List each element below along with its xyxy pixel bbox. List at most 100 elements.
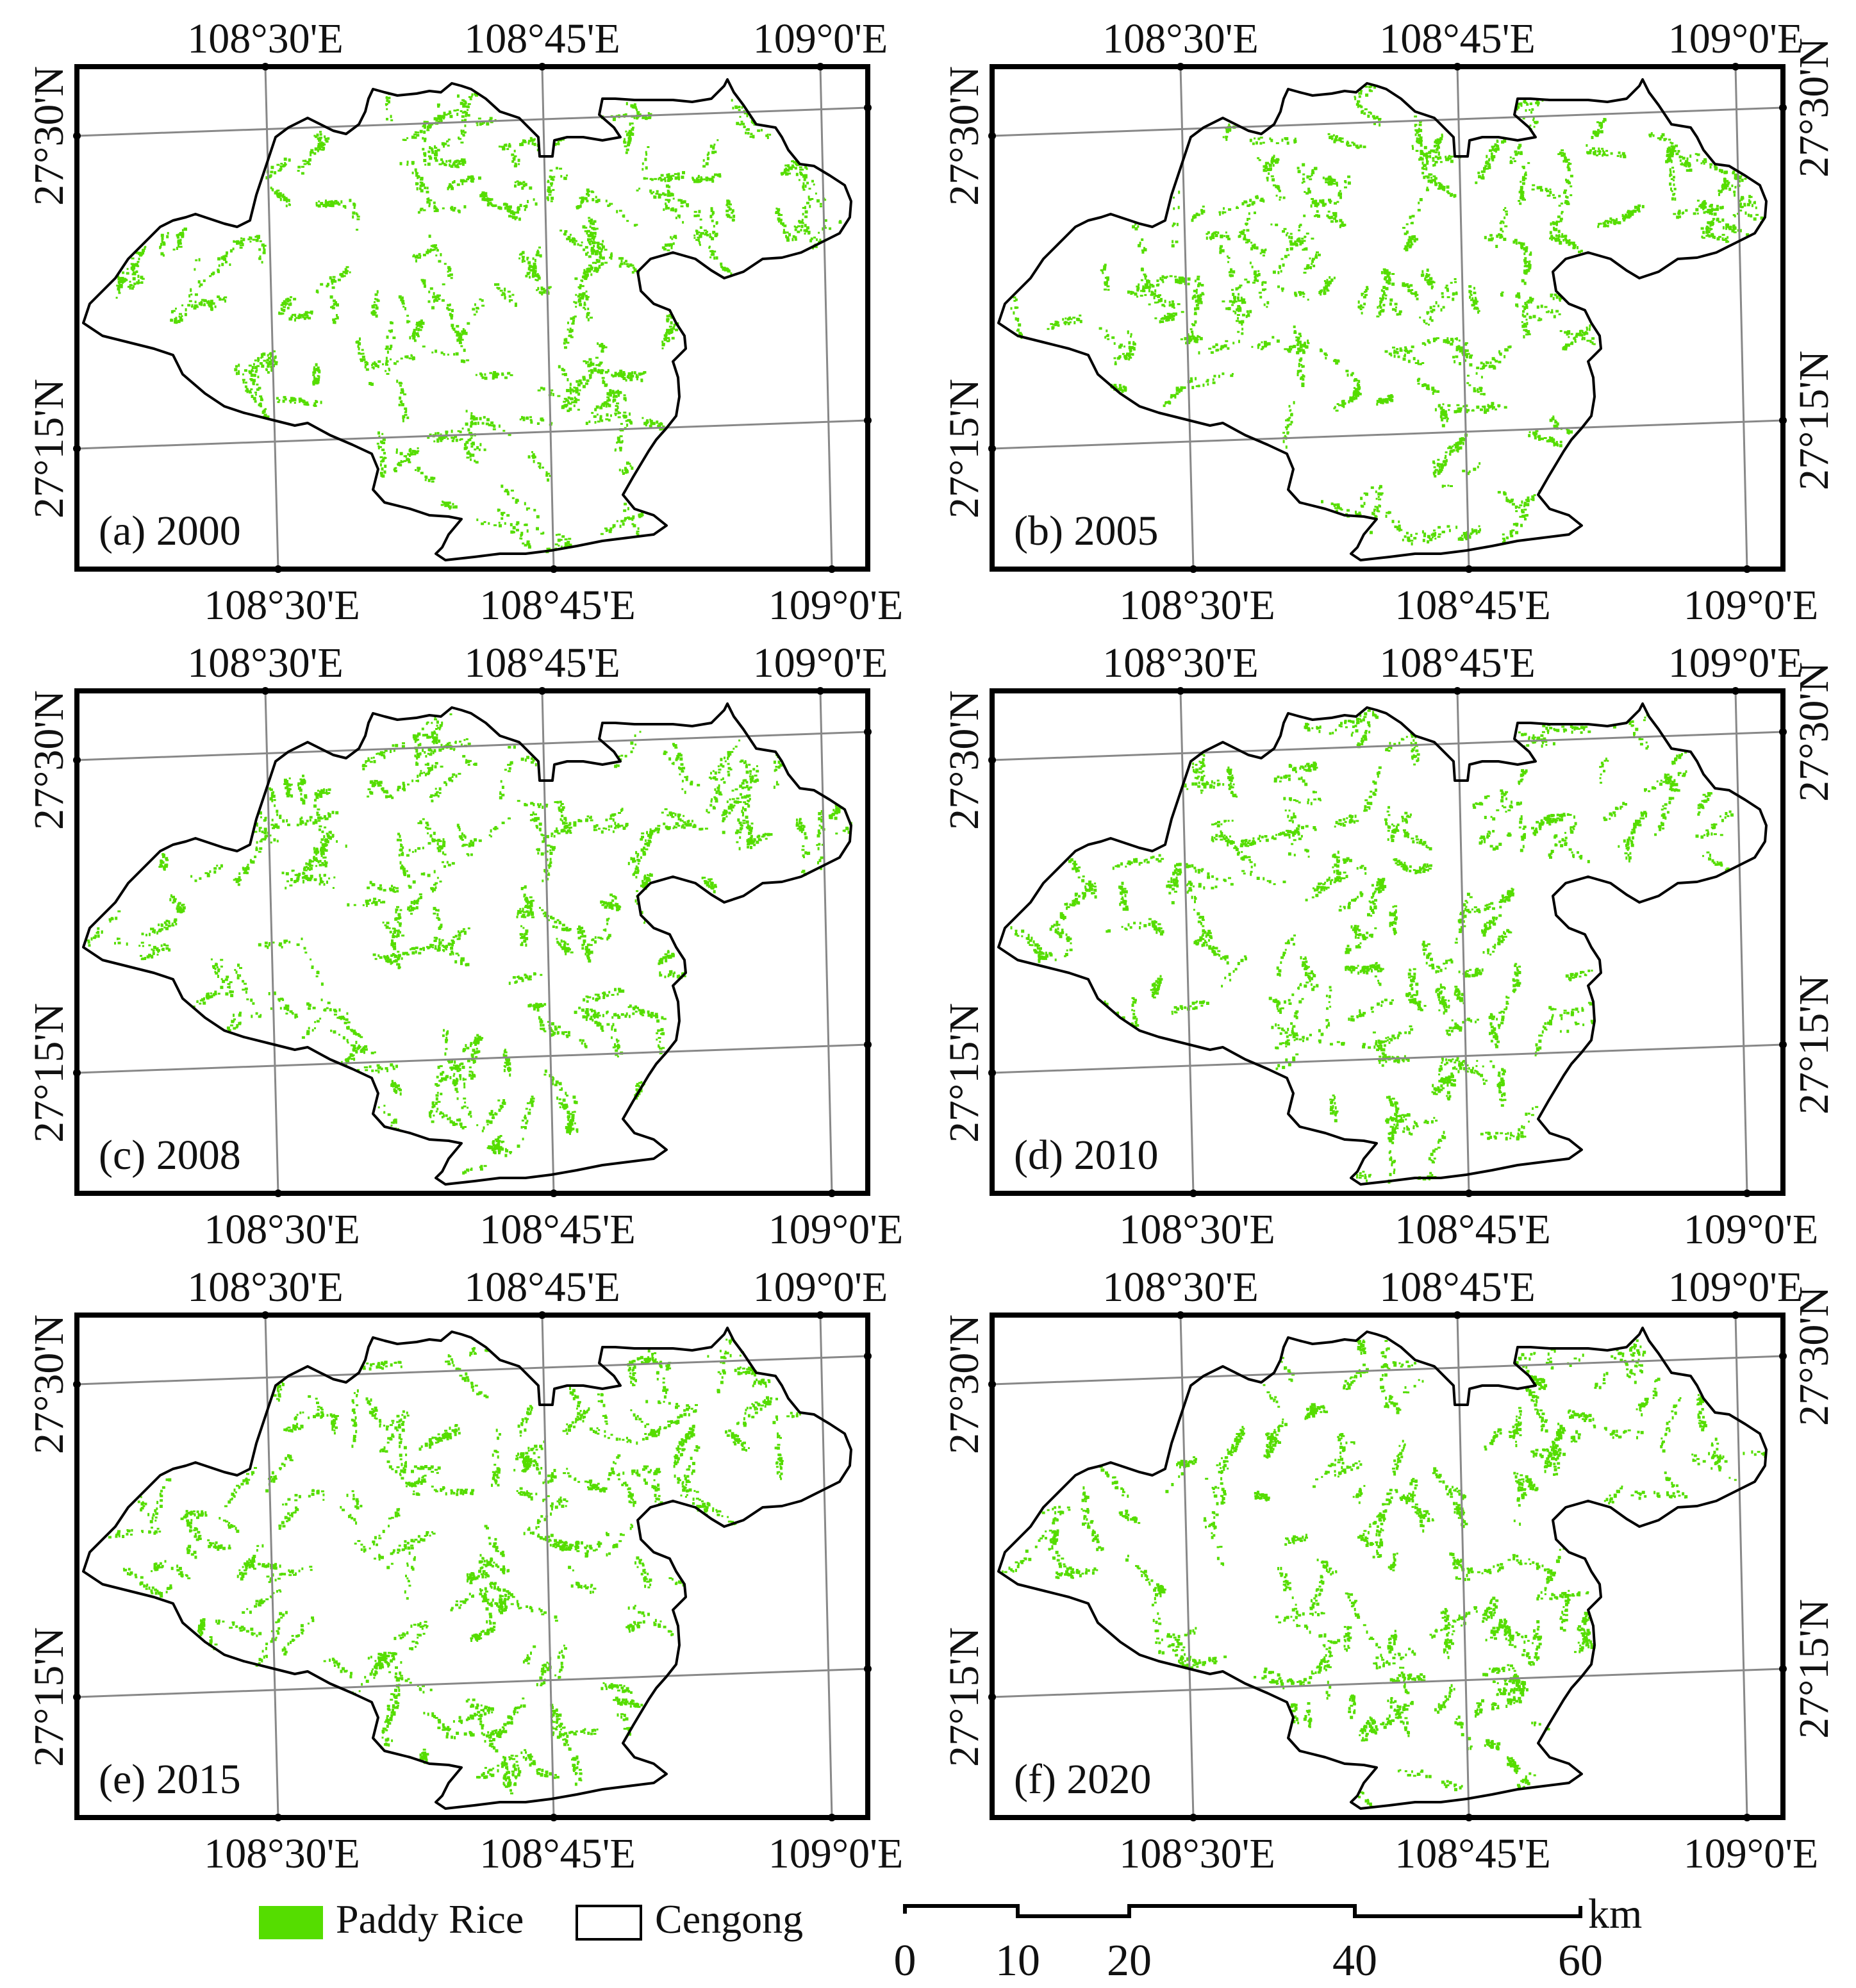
paddy-rice-pixel bbox=[386, 350, 389, 354]
paddy-rice-pixel bbox=[1289, 240, 1293, 243]
paddy-rice-pixel bbox=[1491, 407, 1494, 410]
paddy-rice-pixel bbox=[611, 203, 613, 205]
paddy-rice-pixel bbox=[546, 196, 549, 200]
paddy-rice-pixel bbox=[1306, 175, 1309, 179]
paddy-rice-pixel bbox=[414, 131, 417, 133]
paddy-rice-pixel bbox=[1740, 203, 1743, 206]
paddy-rice-pixel bbox=[1443, 460, 1446, 462]
paddy-rice-pixel bbox=[349, 271, 351, 274]
paddy-rice-pixel bbox=[710, 207, 713, 211]
paddy-rice-pixel bbox=[1407, 238, 1411, 242]
paddy-rice-pixel bbox=[1358, 104, 1362, 108]
paddy-rice-pixel bbox=[217, 257, 221, 261]
paddy-rice-pixel bbox=[666, 318, 669, 322]
paddy-rice-pixel bbox=[466, 456, 470, 459]
paddy-rice-pixel bbox=[802, 188, 806, 191]
paddy-rice-pixel bbox=[645, 178, 649, 180]
paddy-rice-pixel bbox=[1407, 242, 1410, 245]
paddy-rice-pixel bbox=[601, 245, 605, 249]
paddy-rice-pixel bbox=[138, 281, 141, 284]
paddy-rice-pixel bbox=[1544, 306, 1548, 308]
paddy-rice-pixel bbox=[275, 361, 278, 363]
paddy-rice-pixel bbox=[452, 506, 454, 509]
paddy-rice-pixel bbox=[435, 254, 438, 257]
paddy-rice-pixel bbox=[1554, 419, 1557, 422]
paddy-rice-pixel bbox=[1487, 238, 1491, 242]
paddy-rice-pixel bbox=[385, 96, 388, 99]
paddy-rice-pixel bbox=[1130, 349, 1132, 352]
paddy-rice-pixel bbox=[1373, 122, 1376, 126]
paddy-rice-pixel bbox=[386, 99, 389, 103]
paddy-rice-pixel bbox=[1454, 410, 1457, 413]
paddy-rice-pixel bbox=[377, 360, 381, 363]
paddy-rice-pixel bbox=[129, 284, 133, 287]
paddy-rice-pixel bbox=[1364, 108, 1368, 110]
paddy-rice-pixel bbox=[586, 295, 590, 298]
paddy-rice-pixel bbox=[376, 299, 380, 302]
paddy-rice-pixel bbox=[235, 365, 238, 368]
paddy-rice-pixel bbox=[440, 158, 443, 162]
paddy-rice-pixel bbox=[609, 253, 612, 257]
paddy-rice-pixel bbox=[1494, 408, 1497, 411]
paddy-rice-pixel bbox=[1214, 231, 1218, 233]
paddy-rice-pixel bbox=[329, 203, 333, 207]
paddy-rice-pixel bbox=[1302, 374, 1304, 377]
paddy-rice-pixel bbox=[549, 286, 552, 288]
paddy-rice-pixel bbox=[1300, 376, 1304, 379]
paddy-rice-pixel bbox=[1218, 374, 1220, 378]
paddy-rice-pixel bbox=[659, 422, 663, 426]
paddy-rice-pixel bbox=[486, 197, 490, 201]
paddy-rice-pixel bbox=[801, 219, 804, 221]
paddy-rice-pixel bbox=[612, 526, 615, 529]
paddy-rice-pixel bbox=[1532, 119, 1534, 121]
paddy-rice-pixel bbox=[614, 395, 618, 398]
paddy-rice-pixel bbox=[1502, 221, 1505, 224]
paddy-rice-pixel bbox=[1477, 530, 1480, 534]
paddy-rice-pixel bbox=[261, 243, 265, 245]
paddy-rice-pixel bbox=[462, 103, 466, 106]
paddy-rice-pixel bbox=[479, 122, 482, 126]
paddy-rice-pixel bbox=[388, 329, 392, 332]
paddy-rice-pixel bbox=[345, 266, 349, 269]
paddy-rice-pixel bbox=[267, 363, 269, 366]
paddy-rice-pixel bbox=[1379, 305, 1382, 307]
paddy-rice-pixel bbox=[286, 299, 290, 302]
paddy-rice-pixel bbox=[563, 397, 567, 400]
paddy-rice-pixel bbox=[786, 236, 790, 239]
paddy-rice-pixel bbox=[301, 172, 304, 175]
paddy-rice-pixel bbox=[1360, 105, 1363, 108]
paddy-rice-pixel bbox=[586, 270, 589, 274]
paddy-rice-pixel bbox=[588, 190, 591, 193]
paddy-rice-pixel bbox=[677, 199, 681, 202]
paddy-rice-pixel bbox=[622, 371, 626, 374]
paddy-rice-pixel bbox=[666, 176, 668, 179]
paddy-rice-pixel bbox=[729, 216, 733, 219]
paddy-rice-pixel bbox=[335, 317, 337, 320]
paddy-rice-pixel bbox=[460, 141, 464, 144]
paddy-rice-pixel bbox=[569, 389, 572, 393]
paddy-rice-pixel bbox=[669, 243, 673, 245]
paddy-rice-pixel bbox=[586, 268, 589, 272]
paddy-rice-pixel bbox=[178, 315, 181, 318]
paddy-rice-pixel bbox=[604, 249, 608, 251]
paddy-rice-pixel bbox=[1448, 529, 1451, 533]
paddy-rice-pixel bbox=[279, 165, 283, 168]
paddy-rice-pixel bbox=[332, 318, 336, 321]
paddy-rice-pixel bbox=[377, 365, 379, 369]
paddy-rice-pixel bbox=[1523, 281, 1527, 285]
paddy-rice-pixel bbox=[1284, 348, 1288, 351]
paddy-rice-pixel bbox=[703, 229, 707, 232]
paddy-rice-pixel bbox=[1405, 349, 1407, 352]
paddy-rice-pixel bbox=[1531, 188, 1535, 191]
paddy-rice-pixel bbox=[318, 200, 320, 203]
paddy-rice-pixel bbox=[1285, 419, 1287, 422]
paddy-rice-pixel bbox=[1750, 195, 1753, 198]
paddy-rice-pixel bbox=[520, 253, 523, 256]
paddy-rice-pixel bbox=[1326, 214, 1329, 217]
paddy-rice-pixel bbox=[1410, 292, 1413, 294]
paddy-rice-pixel bbox=[546, 547, 549, 550]
paddy-rice-pixel bbox=[703, 178, 706, 181]
paddy-rice-pixel bbox=[666, 329, 670, 332]
paddy-rice-pixel bbox=[573, 238, 576, 242]
